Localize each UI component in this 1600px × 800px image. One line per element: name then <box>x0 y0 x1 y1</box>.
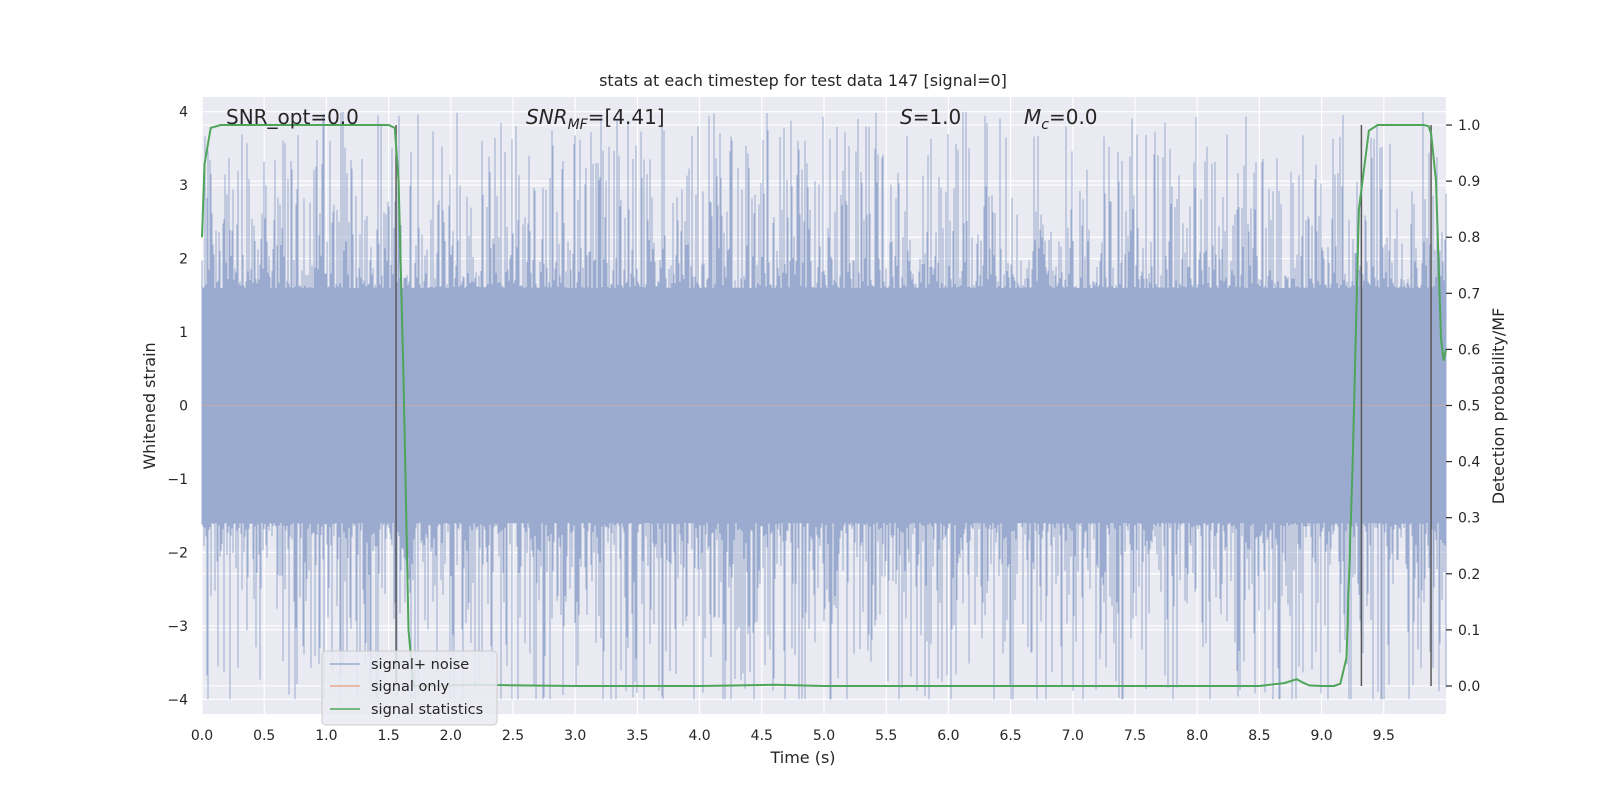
x-tick-label: 0.5 <box>253 728 275 744</box>
y-tick-label: 1 <box>179 325 188 341</box>
y-right-tick-label: 0.1 <box>1458 623 1480 639</box>
y-tick-label: 0 <box>179 399 188 415</box>
x-tick-label: 6.0 <box>937 728 959 744</box>
y-right-tick-label: 0.9 <box>1458 174 1480 190</box>
chart-title: stats at each timestep for test data 147… <box>599 71 1007 90</box>
x-tick-label: 5.5 <box>875 728 897 744</box>
y-tick-label: 2 <box>179 252 188 268</box>
y-tick-label: 3 <box>179 178 188 194</box>
x-tick-label: 4.0 <box>688 728 710 744</box>
y-tick-label: 4 <box>179 105 188 121</box>
annotation-mc: Mc=0.0 <box>1024 105 1098 133</box>
y-tick-label: −3 <box>167 619 188 635</box>
annotation-s-value: =1.0 <box>913 105 962 129</box>
y-right-tick-label: 0.5 <box>1458 399 1480 415</box>
x-tick-label: 4.5 <box>751 728 773 744</box>
x-tick-label: 8.0 <box>1186 728 1208 744</box>
annotation-s: S=1.0 <box>900 105 961 129</box>
y-right-tick-label: 0.0 <box>1458 679 1480 695</box>
y-tick-labels-right: 0.0 0.1 0.2 0.3 0.4 0.5 0.6 0.7 0.8 0.9 1.0 <box>1446 118 1480 695</box>
annotation-s-var: S <box>900 105 913 129</box>
x-tick-label: 8.5 <box>1248 728 1270 744</box>
series-signal-statistics <box>201 124 1447 687</box>
x-tick-label: 3.0 <box>564 728 586 744</box>
y-right-tick-label: 0.7 <box>1458 286 1480 302</box>
x-axis-label: Time (s) <box>769 748 835 767</box>
legend-label-signal-noise: signal+ noise <box>371 657 469 673</box>
y-right-tick-label: 1.0 <box>1458 118 1480 134</box>
annotation-snr-mf-value: =[4.41] <box>588 105 665 129</box>
y-tick-labels-left: −4 −3 −2 −1 0 1 2 3 4 <box>167 105 188 709</box>
annotation-snr-opt: SNR_opt=0.0 <box>226 105 359 129</box>
y-right-tick-label: 0.4 <box>1458 455 1480 471</box>
y-tick-label: −2 <box>167 545 188 561</box>
x-tick-label: 9.5 <box>1373 728 1395 744</box>
x-tick-labels: 0.0 0.5 1.0 1.5 2.0 2.5 3.0 3.5 4.0 4.5 5.0 5.5 6.0 6… <box>191 728 1395 744</box>
y-right-tick-label: 0.2 <box>1458 567 1480 583</box>
y-right-tick-label: 0.6 <box>1458 342 1480 358</box>
y-right-tick-label: 0.8 <box>1458 230 1480 246</box>
vertical-markers <box>395 125 1432 686</box>
legend: signal+ noise signal only signal statist… <box>321 650 498 726</box>
y-tick-label: −4 <box>167 692 188 708</box>
legend-label-signal-statistics: signal statistics <box>371 702 483 718</box>
x-tick-label: 1.5 <box>377 728 399 744</box>
legend-label-signal-only: signal only <box>371 679 450 695</box>
x-tick-label: 2.0 <box>440 728 462 744</box>
annotation-snr-mf-base: SNR <box>526 105 568 129</box>
y-axis-label-right: Detection probability/MF <box>1489 308 1508 505</box>
noise-trace <box>201 111 1447 700</box>
annotation-mc-value: =0.0 <box>1049 105 1098 129</box>
y-axis-label-left: Whitened strain <box>140 342 159 469</box>
x-tick-label: 6.5 <box>999 728 1021 744</box>
x-tick-label: 2.5 <box>502 728 524 744</box>
annotation-mc-var: M <box>1024 105 1041 129</box>
x-tick-label: 7.5 <box>1124 728 1146 744</box>
annotation-snr-mf-sub: MF <box>568 117 589 133</box>
y-tick-label: −1 <box>167 472 188 488</box>
annotation-mc-sub: c <box>1041 117 1049 133</box>
y-right-tick-label: 0.3 <box>1458 511 1480 527</box>
x-tick-label: 9.0 <box>1310 728 1332 744</box>
x-tick-label: 7.0 <box>1062 728 1084 744</box>
annotation-snr-mf: SNRMF=[4.41] <box>526 105 665 133</box>
x-tick-label: 0.0 <box>191 728 213 744</box>
x-tick-label: 3.5 <box>626 728 648 744</box>
legend-frame <box>321 650 498 726</box>
x-tick-label: 1.0 <box>315 728 337 744</box>
x-tick-label: 5.0 <box>813 728 835 744</box>
